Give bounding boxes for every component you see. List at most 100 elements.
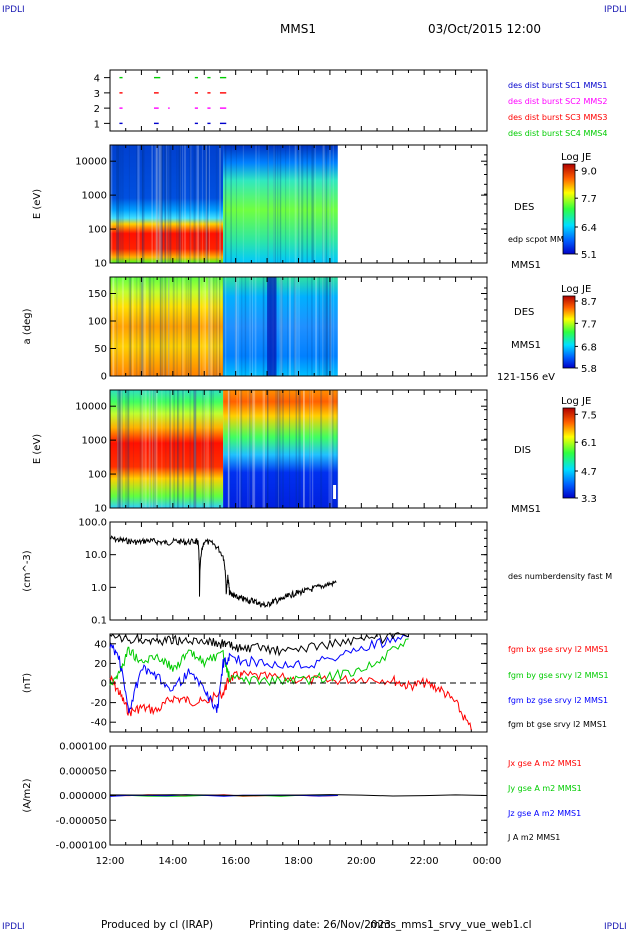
- des-pitch-ylabel: a (deg): [22, 308, 33, 344]
- des-energy-streak: [167, 145, 170, 263]
- dis-energy-streak: [254, 390, 256, 508]
- des-pitch-streak: [144, 277, 146, 376]
- dis-energy-streak: [329, 390, 331, 508]
- des-pitch-streak: [306, 277, 308, 376]
- dis-energy-streak: [149, 390, 151, 508]
- dis-energy-streak: [161, 390, 163, 508]
- des-pitch-streak: [262, 277, 265, 376]
- density-ytick-label: 1.0: [91, 583, 107, 594]
- des-pitch-streak: [217, 277, 219, 376]
- des-pitch-streak: [197, 277, 200, 376]
- des-energy-streak: [279, 145, 282, 263]
- footer-produced: Produced by cl (IRAP): [101, 919, 214, 931]
- dis-energy-streak: [118, 390, 121, 508]
- des-energy-colorbar-tick-label: 5.1: [581, 250, 597, 261]
- dis-energy-streak: [152, 390, 154, 508]
- dis-energy-ylabel: E (eV): [32, 434, 43, 464]
- des-pitch-streak: [164, 277, 167, 376]
- dis-energy-streak: [127, 390, 130, 508]
- dis-energy-streak: [207, 390, 209, 508]
- des-energy-colorbar-tick-label: 7.7: [581, 194, 597, 205]
- des-pitch-colorbar-bar: [562, 295, 576, 369]
- des-pitch-streak: [113, 277, 115, 376]
- dis-energy-streak: [195, 390, 197, 508]
- des-pitch-streak: [159, 277, 162, 376]
- des-pitch-post-boundary: [223, 277, 338, 376]
- des-energy-streak: [206, 145, 207, 263]
- des-pitch-streak: [198, 277, 201, 376]
- dis-energy-streak: [210, 390, 213, 508]
- magnetic-field-ytick-label: 40: [94, 639, 107, 650]
- des-energy-colorbar-title: Log JE: [561, 152, 591, 163]
- des-pitch-streak: [244, 277, 247, 376]
- des-energy-streak: [180, 145, 181, 263]
- des-energy-streak: [122, 145, 124, 263]
- des-energy-streak: [110, 145, 113, 263]
- des-energy-streak: [137, 145, 139, 263]
- dis-energy-streak: [336, 390, 339, 508]
- des-energy-streak: [294, 145, 296, 263]
- des-energy-streak: [295, 145, 297, 263]
- dis-energy-streak: [189, 390, 192, 508]
- des-pitch-streak: [117, 277, 118, 376]
- des-energy-streak: [273, 145, 275, 263]
- des-pitch-streak: [329, 277, 332, 376]
- dis-energy-streak: [193, 390, 196, 508]
- des-energy-streak: [326, 145, 328, 263]
- des-energy-streak: [277, 145, 279, 263]
- des-pitch-ytick-label: 50: [94, 344, 107, 355]
- des-energy-sc-label: MMS1: [511, 260, 541, 271]
- des-energy-streak: [156, 145, 157, 263]
- des-energy-streak: [117, 145, 120, 263]
- des-pitch-streak: [182, 277, 184, 376]
- des-pitch-streak: [325, 277, 327, 376]
- des-pitch-streak: [329, 277, 331, 376]
- dis-energy-streak: [264, 390, 266, 508]
- dis-energy-streak: [194, 390, 196, 508]
- dis-energy-streak: [267, 390, 269, 508]
- des-energy-streak: [314, 145, 316, 263]
- burst-panel-frame: [109, 69, 488, 132]
- time-axis-tick-label: 22:00: [410, 856, 439, 867]
- corner-label-top-right: IPDLI: [604, 5, 627, 15]
- dis-energy-streak: [275, 390, 277, 508]
- des-energy-streak: [159, 145, 162, 263]
- des-pitch-streak: [295, 277, 298, 376]
- dis-energy-colorbar-tick-label: 7.5: [581, 410, 597, 421]
- des-pitch-streak: [152, 277, 155, 376]
- des-pitch-streak: [225, 277, 227, 376]
- current-density-ytick-label: -0.000050: [56, 816, 107, 827]
- des-pitch-streak: [161, 277, 164, 376]
- dis-energy-streak: [151, 390, 153, 508]
- des-energy-streak: [225, 145, 227, 263]
- des-energy-colorbar-tick-label: 9.0: [581, 166, 597, 177]
- dis-energy-post-boundary: [223, 390, 338, 508]
- magnetic-field-legend-entry: fgm bt gse srvy l2 MMS1: [508, 720, 607, 729]
- dis-energy-colorbar-title: Log JE: [561, 396, 591, 407]
- dis-energy-ytick-label: 1000: [82, 436, 107, 447]
- des-energy-streak: [322, 145, 323, 263]
- current-density-ytick-label: -0.000100: [56, 841, 107, 852]
- magnetic-field-ylabel: (nT): [22, 673, 33, 693]
- des-pitch-streak: [216, 277, 218, 376]
- dis-energy-streak: [302, 390, 305, 508]
- des-pitch-streak: [235, 277, 237, 376]
- dis-energy-ytick-label: 10000: [75, 402, 107, 413]
- des-pitch-streak: [222, 277, 225, 376]
- des-energy-ylabel: E (eV): [32, 189, 43, 219]
- dis-energy-colorbar-tick-label: 4.7: [581, 467, 597, 478]
- des-energy-streak: [116, 145, 119, 263]
- des-pitch-streak: [234, 277, 237, 376]
- des-pitch-streak: [279, 277, 282, 376]
- footer-printing-date: Printing date: 26/Nov/2023: [249, 919, 391, 931]
- des-pitch-streak: [298, 277, 300, 376]
- des-pitch-instrument-label: DES: [514, 307, 534, 318]
- des-pitch-streak: [204, 277, 206, 376]
- des-pitch-streak: [181, 277, 183, 376]
- des-pitch-streak: [251, 277, 254, 376]
- des-pitch-energy-range: 121-156 eV: [497, 372, 555, 383]
- density-series-line: [109, 535, 337, 608]
- des-pitch-streak: [234, 277, 237, 376]
- des-pitch-streak: [254, 277, 257, 376]
